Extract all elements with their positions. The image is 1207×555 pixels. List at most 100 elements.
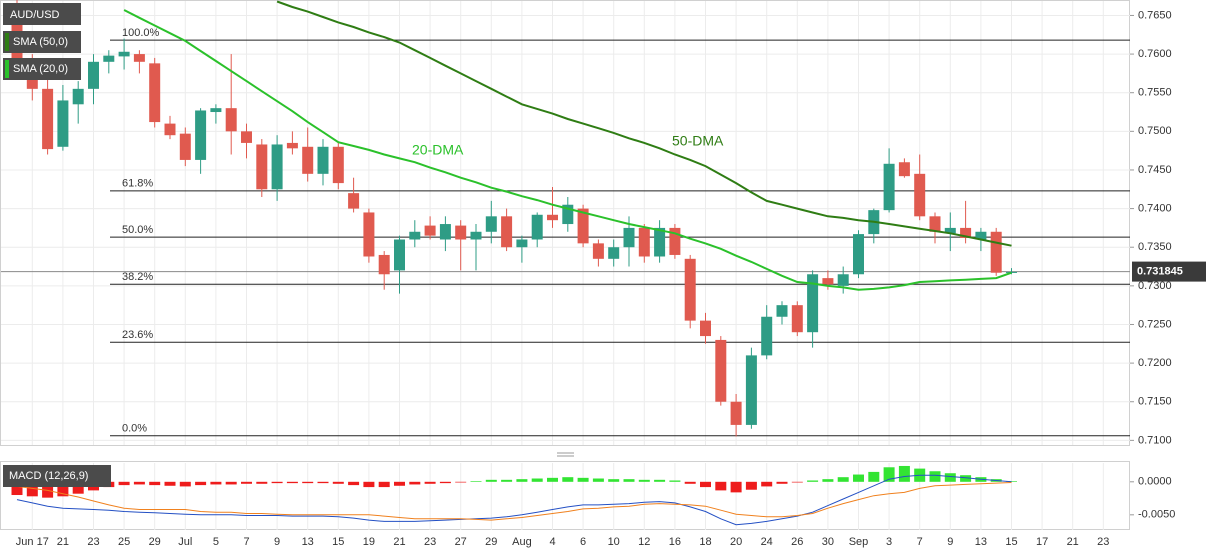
y-tick-label: 0.7550: [1138, 87, 1172, 99]
x-tick-label: 23: [424, 536, 436, 548]
x-tick-label: 29: [485, 536, 497, 548]
macd-histogram-bar: [225, 481, 237, 485]
candle-body: [225, 108, 237, 132]
y-tick-label: -0.0050: [1138, 509, 1175, 521]
macd-histogram-bar: [57, 481, 69, 497]
candle-body: [57, 100, 69, 147]
macd-histogram-bar: [730, 481, 742, 493]
legend-symbol: AUD/USD: [10, 9, 60, 21]
x-tick-label: 18: [699, 536, 711, 548]
x-tick-label: 13: [975, 536, 987, 548]
candle-body: [623, 227, 635, 248]
y-tick-label: 0.7250: [1138, 318, 1172, 330]
candle-body: [562, 204, 574, 225]
candle-body: [960, 227, 972, 238]
x-tick-label: 29: [149, 536, 161, 548]
macd-histogram-bar: [684, 481, 696, 484]
x-tick-label: Jun 17: [16, 536, 49, 548]
x-tick-label: 9: [274, 536, 280, 548]
last-price-box: [1132, 261, 1206, 282]
fib-label: 0.0%: [122, 423, 147, 435]
x-tick-label: 21: [57, 536, 69, 548]
macd-histogram-bar: [149, 481, 161, 486]
x-tick-label: 15: [1005, 536, 1017, 548]
candle-body: [455, 225, 467, 240]
macd-histogram-bar: [868, 471, 880, 482]
x-tick-label: 17: [1036, 536, 1048, 548]
macd-histogram-bar: [669, 480, 681, 482]
macd-histogram-bar: [638, 479, 650, 482]
candle-body: [485, 216, 497, 232]
macd-histogram-bar: [317, 481, 329, 484]
candle-body: [241, 131, 252, 143]
candle-body: [348, 193, 360, 209]
candle-body: [164, 123, 176, 136]
macd-histogram-bar: [179, 481, 191, 487]
candle-body: [439, 224, 451, 240]
macd-histogram-bar: [776, 481, 788, 484]
macd-histogram-bar: [271, 481, 283, 484]
macd-histogram-bar: [807, 480, 819, 482]
x-tick-label: 25: [118, 536, 130, 548]
legend-entry: SMA (20,0): [13, 63, 68, 75]
y-tick-label: 0.7450: [1138, 164, 1172, 176]
candle-body: [103, 55, 115, 62]
macd-histogram-bar: [516, 479, 528, 482]
macd-histogram-bar: [409, 481, 421, 485]
x-tick-label: Aug: [512, 536, 532, 548]
candle-body: [761, 316, 773, 356]
candle-body: [42, 88, 54, 150]
candle-body: [210, 108, 222, 113]
candle-body: [822, 278, 834, 285]
x-tick-label: 9: [947, 536, 953, 548]
macd-histogram-bar: [608, 479, 620, 482]
macd-histogram-bar: [455, 481, 467, 483]
pane-divider-grip: [557, 452, 574, 457]
macd-histogram-bar: [72, 481, 84, 494]
candle-body: [516, 239, 528, 248]
candle-body: [179, 133, 191, 160]
macd-histogram-bar: [929, 471, 941, 482]
candle-body: [286, 142, 298, 149]
candle-body: [700, 320, 711, 337]
fib-label: 23.6%: [122, 329, 153, 341]
macd-histogram-bar: [302, 481, 314, 484]
x-tick-label: 5: [213, 536, 219, 548]
candle-body: [837, 274, 849, 286]
candle-body: [791, 305, 803, 333]
y-tick-label: 0.7400: [1138, 203, 1172, 215]
x-tick-label: 10: [608, 536, 620, 548]
macd-histogram-bar: [700, 481, 711, 488]
x-tick-label: 7: [243, 536, 249, 548]
y-tick-label: 0.0000: [1138, 476, 1172, 488]
x-tick-label: Sep: [849, 536, 869, 548]
macd-histogram-bar: [118, 481, 130, 486]
macd-histogram-bar: [11, 481, 23, 496]
y-tick-label: 0.7600: [1138, 48, 1172, 60]
candle-body: [531, 214, 543, 240]
macd-histogram-bar: [485, 479, 497, 482]
macd-histogram-bar: [898, 465, 910, 482]
candle-body: [608, 247, 620, 259]
candle-body: [424, 225, 436, 236]
macd-plot: [11, 465, 1017, 526]
candle-body: [776, 305, 788, 317]
candle-body: [883, 163, 895, 211]
y-tick-label: 0.7500: [1138, 125, 1172, 137]
legend-box: [3, 31, 81, 53]
legend-swatch: [5, 33, 9, 51]
macd-histogram-bar: [195, 481, 207, 486]
candle-body: [1006, 271, 1017, 273]
macd-histogram-bar: [378, 481, 390, 488]
macd-histogram-bar: [286, 481, 298, 484]
y-tick-label: 0.7150: [1138, 396, 1172, 408]
fib-label: 38.2%: [122, 271, 153, 283]
macd-histogram-bar: [348, 481, 360, 486]
macd-histogram-bar: [26, 481, 38, 497]
macd-pane: [0, 461, 1130, 530]
x-tick-label: 13: [302, 536, 314, 548]
x-tick-label: 21: [393, 536, 405, 548]
x-tick-label: 6: [580, 536, 586, 548]
y-tick-label: 0.7350: [1138, 241, 1172, 253]
